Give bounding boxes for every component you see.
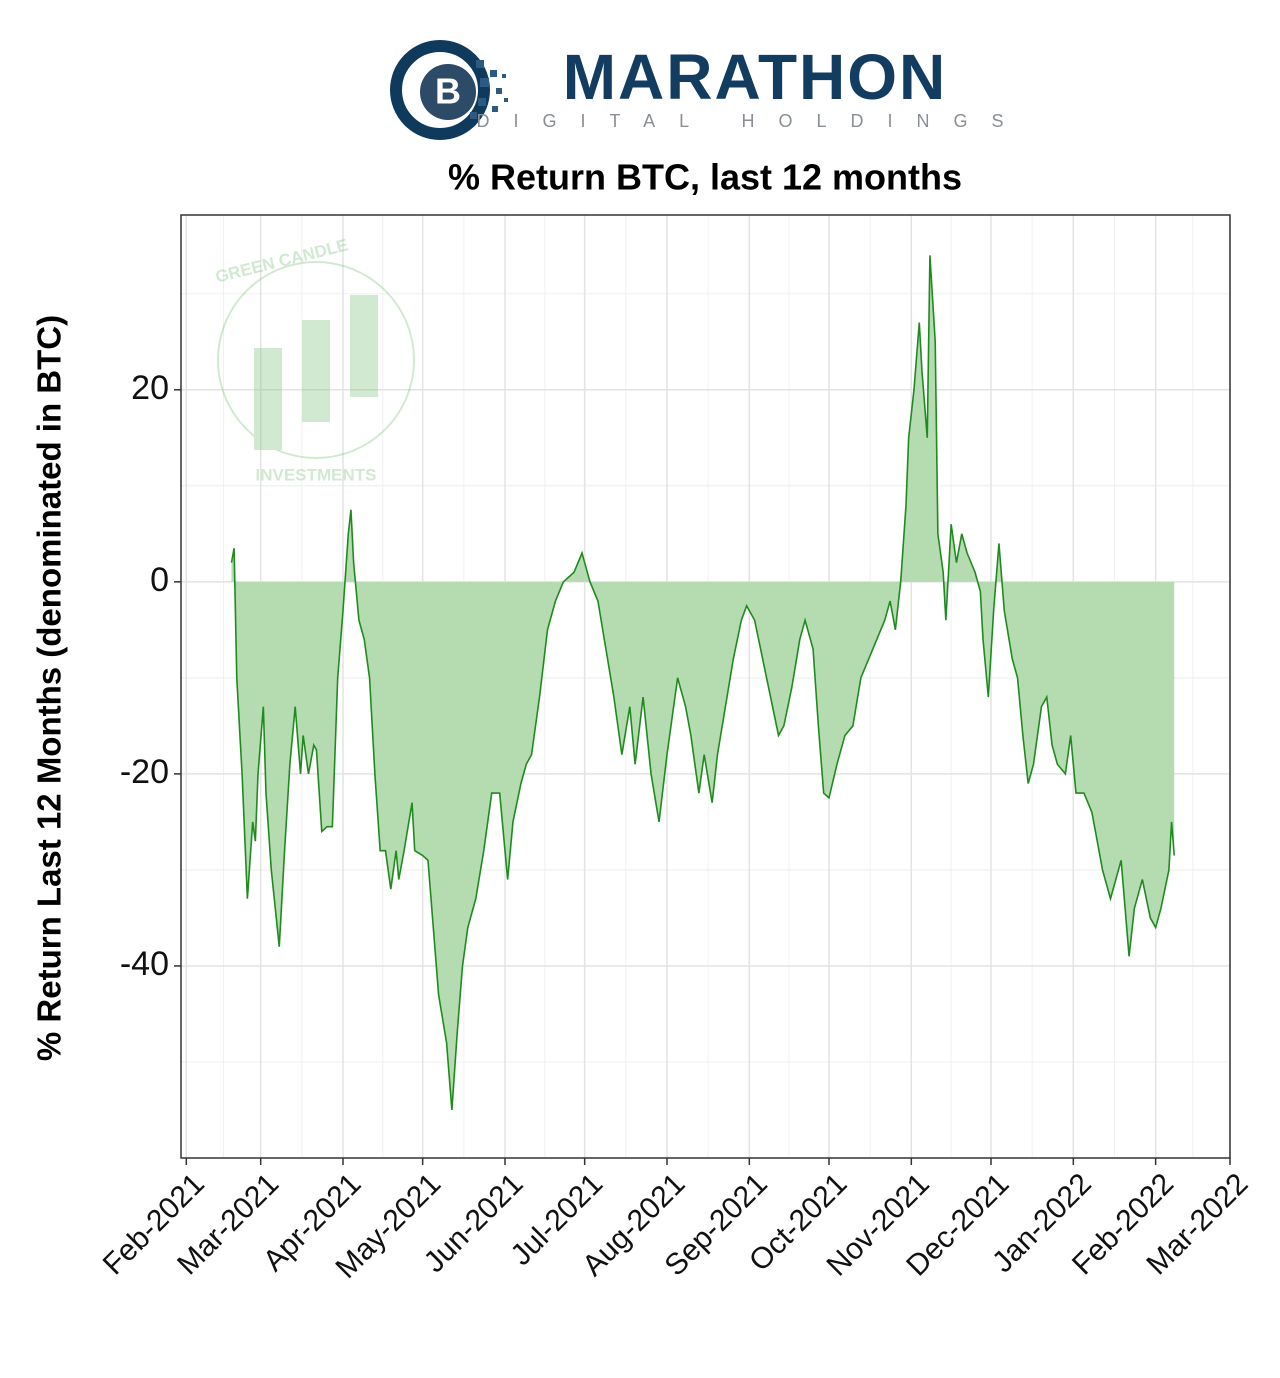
data [230, 255, 1176, 1111]
watermark-candle [254, 348, 282, 450]
plot-frame [180, 214, 1231, 1159]
logo-pixels [470, 60, 508, 119]
watermark-bottom: INVESTMENTS [256, 465, 377, 484]
line [230, 255, 1176, 1111]
watermark-ring [217, 261, 415, 459]
logo-coin [420, 64, 476, 120]
y-tick-label: -40 [120, 945, 169, 983]
logo-tagline: DIGITAL HOLDINGS [476, 111, 1027, 131]
y-axis-label: % Return Last 12 Months (denominated in … [31, 315, 68, 1061]
logo: B MARATHON DIGITAL HOLDINGS [390, 40, 1027, 140]
watermark-candle [302, 320, 330, 422]
chart-title: % Return BTC, last 12 months [448, 157, 962, 198]
logo-ring [390, 40, 490, 140]
logo-name: MARATHON [563, 41, 948, 113]
y-tick-label: -20 [120, 753, 169, 791]
y-tick-label: 0 [150, 561, 169, 599]
watermark-top: GREEN CANDLE [213, 235, 350, 286]
area [231, 255, 1175, 1110]
y-tick-label: 20 [131, 369, 169, 407]
watermark: GREEN CANDLE INVESTMENTS [213, 235, 415, 484]
watermark-candle [350, 295, 378, 397]
logo-b: B [435, 71, 461, 112]
